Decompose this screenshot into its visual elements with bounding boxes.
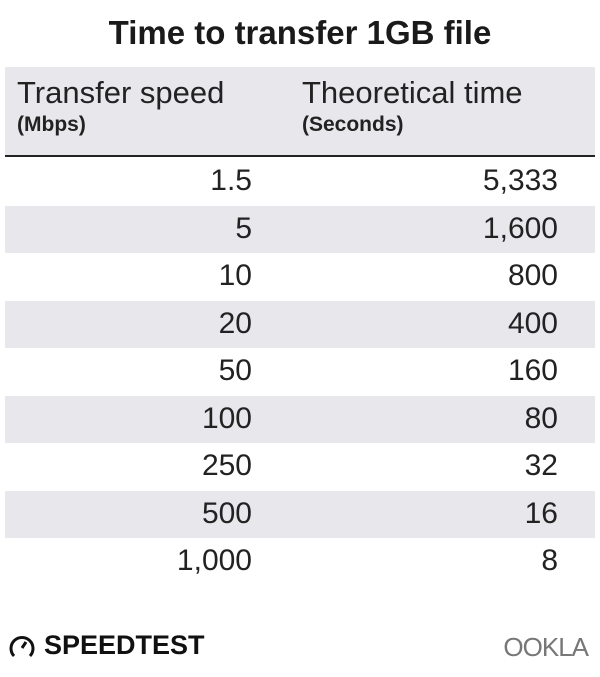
table-row: 10 800	[5, 253, 595, 301]
time-cell: 32	[524, 449, 558, 482]
table-row: 5 1,600	[5, 205, 595, 253]
speed-cell: 1.5	[210, 164, 252, 197]
header-unit: (Mbps)	[17, 113, 86, 136]
table-body: 1.5 5,333 5 1,600 10 800 20 400 50 160 100 80 250 32 5…	[5, 158, 595, 586]
table-row: 50 160	[5, 348, 595, 396]
speedtest-wordmark: SPEEDTEST	[44, 630, 205, 660]
chart-title: Time to transfer 1GB file	[108, 14, 492, 51]
time-cell: 160	[507, 354, 558, 387]
speed-cell: 500	[201, 496, 252, 530]
header-label: Theoretical time	[302, 75, 523, 110]
speed-cell: 250	[201, 449, 252, 482]
speed-cell: 20	[218, 306, 252, 340]
column-header-speed: Transfer speed (Mbps)	[17, 75, 224, 139]
speed-cell: 10	[218, 259, 252, 292]
time-cell: 80	[524, 401, 558, 435]
speed-cell: 5	[235, 211, 252, 245]
time-cell: 1,600	[482, 211, 558, 245]
column-header-time: Theoretical time (Seconds)	[302, 75, 523, 139]
speed-cell: 100	[201, 401, 252, 435]
speedtest-logo: SPEEDTEST	[8, 630, 205, 661]
table-row: 500 16	[5, 490, 595, 538]
table-row: 1,000 8	[5, 538, 595, 586]
table-row: 100 80	[5, 395, 595, 443]
table-row: 20 400	[5, 300, 595, 348]
gauge-icon	[9, 635, 35, 657]
ookla-logo: OOKLA	[503, 632, 589, 662]
time-cell: 16	[524, 496, 558, 530]
time-cell: 400	[507, 306, 558, 340]
time-cell: 5,333	[482, 164, 558, 197]
time-cell: 8	[541, 544, 558, 577]
speed-cell: 1,000	[176, 544, 252, 577]
time-cell: 800	[507, 259, 558, 292]
table-header: Transfer speed (Mbps) Theoretical time (Se…	[5, 67, 595, 157]
speed-cell: 50	[218, 354, 252, 387]
table-row: 250 32	[5, 443, 595, 491]
header-unit: (Seconds)	[302, 113, 404, 136]
header-label: Transfer speed	[17, 75, 225, 110]
table-row: 1.5 5,333	[5, 158, 595, 206]
